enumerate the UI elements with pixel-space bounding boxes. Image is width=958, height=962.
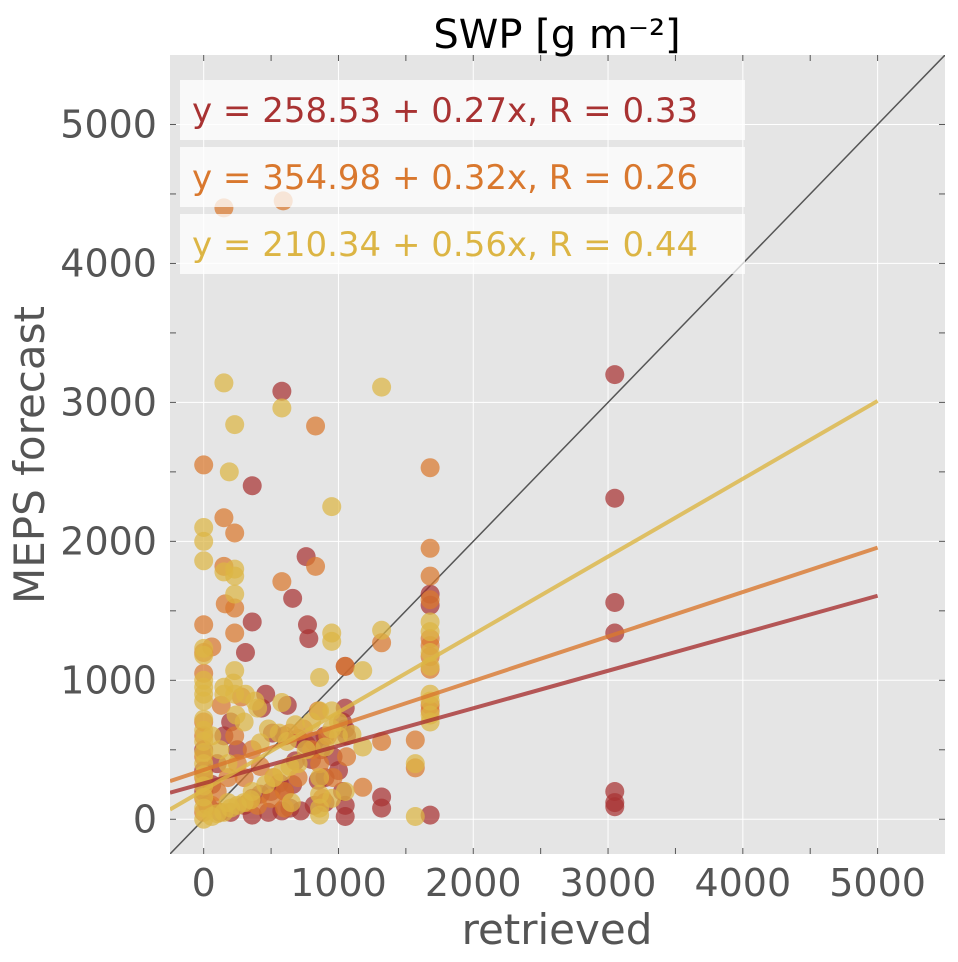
data-point bbox=[405, 806, 425, 826]
legend-equation: y = 258.53 + 0.27x, R = 0.33 bbox=[192, 91, 698, 131]
data-point bbox=[420, 566, 440, 586]
data-point bbox=[353, 777, 373, 797]
fit-line bbox=[170, 399, 879, 812]
data-point bbox=[225, 566, 245, 586]
data-point bbox=[225, 415, 245, 435]
data-point bbox=[272, 398, 292, 418]
data-point bbox=[194, 517, 214, 537]
x-tick-label: 3000 bbox=[560, 861, 657, 905]
data-point bbox=[310, 668, 330, 688]
data-point bbox=[194, 615, 214, 635]
data-point bbox=[297, 615, 317, 635]
data-point bbox=[420, 590, 440, 610]
data-point bbox=[420, 805, 440, 825]
y-tick-labels: 0 1000 2000 3000 4000 5000 bbox=[60, 102, 157, 841]
data-point bbox=[272, 381, 292, 401]
data-point bbox=[225, 523, 245, 543]
data-point bbox=[605, 365, 625, 385]
data-point bbox=[299, 629, 319, 649]
data-point bbox=[250, 733, 270, 753]
data-point bbox=[219, 462, 239, 482]
x-tick-label: 0 bbox=[192, 861, 216, 905]
data-point bbox=[372, 798, 392, 818]
legend-equation: y = 354.98 + 0.32x, R = 0.26 bbox=[192, 158, 698, 198]
data-point bbox=[337, 747, 357, 767]
data-point bbox=[372, 620, 392, 640]
x-tick-label: 1000 bbox=[290, 861, 387, 905]
data-point bbox=[353, 661, 373, 681]
data-point bbox=[405, 730, 425, 750]
y-tick-label: 1000 bbox=[60, 658, 157, 702]
data-point bbox=[310, 805, 330, 825]
x-axis-label: retrieved bbox=[462, 905, 653, 954]
data-point bbox=[420, 458, 440, 478]
x-tick-label: 5000 bbox=[829, 861, 926, 905]
data-point bbox=[420, 622, 440, 642]
y-tick-label: 4000 bbox=[60, 241, 157, 285]
y-axis-label: MEPS forecast bbox=[5, 306, 54, 604]
legend-box bbox=[180, 80, 745, 140]
data-point bbox=[605, 592, 625, 612]
data-point bbox=[272, 693, 292, 713]
y-tick-label: 0 bbox=[133, 797, 157, 841]
data-point bbox=[306, 416, 326, 436]
data-point bbox=[335, 656, 355, 676]
data-point bbox=[194, 531, 214, 551]
data-point bbox=[605, 797, 625, 817]
data-point bbox=[214, 508, 234, 528]
legend-equation: y = 210.34 + 0.56x, R = 0.44 bbox=[192, 225, 698, 265]
data-point bbox=[225, 584, 245, 604]
data-point bbox=[605, 488, 625, 508]
data-point bbox=[242, 476, 262, 496]
x-tick-label: 4000 bbox=[694, 861, 791, 905]
data-point bbox=[194, 691, 214, 711]
data-point bbox=[335, 806, 355, 826]
chart-title: SWP [g m⁻²] bbox=[433, 12, 680, 58]
data-point bbox=[372, 377, 392, 397]
data-point bbox=[194, 551, 214, 571]
legend: y = 258.53 + 0.27x, R = 0.33 y = 354.98 +… bbox=[180, 80, 745, 274]
data-point bbox=[214, 373, 234, 393]
x-tick-label: 2000 bbox=[425, 861, 522, 905]
data-point bbox=[210, 740, 230, 760]
legend-box bbox=[180, 147, 745, 207]
data-point bbox=[281, 793, 301, 813]
y-tick-label: 5000 bbox=[60, 102, 157, 146]
data-point bbox=[322, 497, 342, 517]
data-point bbox=[310, 754, 330, 774]
y-tick-label: 2000 bbox=[60, 519, 157, 563]
data-point bbox=[225, 623, 245, 643]
fit-line bbox=[170, 593, 879, 795]
data-point bbox=[248, 698, 268, 718]
data-point bbox=[234, 712, 254, 732]
data-point bbox=[214, 677, 234, 697]
legend-box bbox=[180, 214, 745, 274]
data-point bbox=[405, 754, 425, 774]
data-point bbox=[194, 455, 214, 475]
data-point bbox=[194, 709, 214, 729]
tick-marks bbox=[170, 55, 945, 854]
data-point bbox=[335, 781, 355, 801]
y-tick-label: 3000 bbox=[60, 380, 157, 424]
data-point bbox=[328, 726, 348, 746]
data-point bbox=[322, 631, 342, 651]
data-point bbox=[285, 715, 305, 735]
data-point bbox=[235, 643, 255, 663]
data-point bbox=[202, 726, 222, 746]
data-point bbox=[194, 645, 214, 665]
data-point bbox=[225, 726, 245, 746]
data-point bbox=[218, 793, 238, 813]
data-point bbox=[283, 588, 303, 608]
data-point bbox=[420, 538, 440, 558]
x-tick-labels: 0 1000 2000 3000 4000 5000 bbox=[192, 861, 926, 905]
data-point bbox=[306, 556, 326, 576]
data-point bbox=[310, 768, 330, 788]
data-point bbox=[242, 612, 262, 632]
data-point bbox=[272, 572, 292, 592]
regression-lines bbox=[170, 399, 879, 812]
data-point bbox=[323, 768, 343, 788]
